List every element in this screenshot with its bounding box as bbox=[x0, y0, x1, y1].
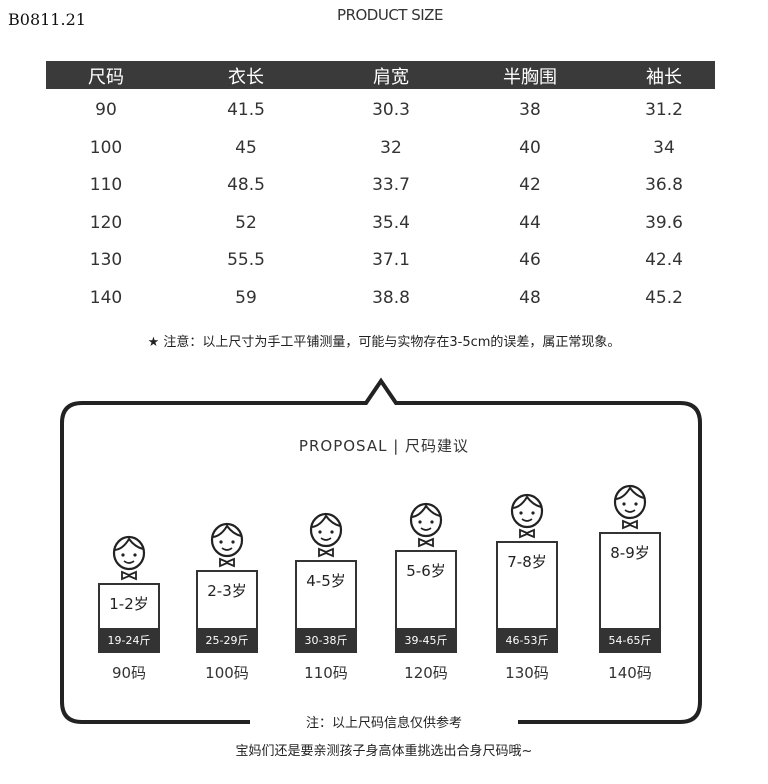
table-cell: 44 bbox=[519, 212, 541, 233]
table-cell: 37.1 bbox=[372, 250, 410, 270]
weight-range: 25-29斤 bbox=[196, 628, 258, 653]
product-code: B0811.21 bbox=[8, 10, 86, 29]
proposal-card: 5-6岁 39-45斤 bbox=[395, 550, 457, 653]
child-avatar-icon bbox=[510, 493, 544, 539]
header-shoulder: 肩宽 bbox=[373, 67, 409, 88]
weight-range: 54-65斤 bbox=[599, 628, 661, 653]
table-cell: 48 bbox=[519, 287, 541, 308]
age-range: 2-3岁 bbox=[207, 582, 247, 600]
table-cell: 130 bbox=[89, 250, 123, 270]
size-label: 140码 bbox=[608, 664, 652, 682]
table-cell: 45.2 bbox=[645, 287, 683, 308]
child-avatar-icon bbox=[613, 484, 647, 530]
table-cell: 140 bbox=[89, 287, 123, 308]
size-label: 100码 bbox=[205, 664, 249, 682]
table-cell: 32 bbox=[380, 137, 402, 158]
table-cell: 36.8 bbox=[645, 175, 683, 195]
proposal-card: 7-8岁 46-53斤 bbox=[496, 541, 558, 653]
table-cell: 38.8 bbox=[372, 287, 410, 308]
table-cell: 48.5 bbox=[227, 175, 265, 195]
table-cell: 120 bbox=[89, 212, 123, 233]
age-range: 5-6岁 bbox=[406, 562, 446, 580]
weight-range: 19-24斤 bbox=[98, 628, 160, 653]
proposal-card: 4-5岁 30-38斤 bbox=[295, 560, 357, 653]
table-header: 尺码 衣长 肩宽 半胸围 袖长 bbox=[46, 61, 715, 89]
footer-tip: 宝妈们还是要亲测孩子身高体重挑选出合身尺码哦~ bbox=[235, 744, 533, 759]
proposal-card: 8-9岁 54-65斤 bbox=[599, 532, 661, 653]
table-cell: 90 bbox=[95, 100, 117, 120]
table-cell: 30.3 bbox=[372, 100, 410, 120]
proposal-card: 2-3岁 25-29斤 bbox=[196, 570, 258, 653]
table-cell: 34 bbox=[653, 137, 675, 158]
table-cell: 59 bbox=[235, 287, 257, 308]
age-range: 8-9岁 bbox=[610, 544, 650, 562]
page-title: PRODUCT SIZE bbox=[337, 6, 443, 24]
table-cell: 35.4 bbox=[372, 212, 410, 233]
age-range: 7-8岁 bbox=[507, 553, 547, 571]
table-cell: 42.4 bbox=[645, 250, 683, 270]
weight-range: 46-53斤 bbox=[496, 628, 558, 653]
weight-range: 39-45斤 bbox=[395, 628, 457, 653]
measurement-note: ★ 注意：以上尺寸为手工平铺测量，可能与实物存在3-5cm的误差，属正常现象。 bbox=[147, 335, 621, 350]
table-cell: 52 bbox=[235, 212, 257, 233]
table-cell: 40 bbox=[519, 137, 541, 158]
table-cell: 33.7 bbox=[372, 175, 410, 195]
table-cell: 100 bbox=[89, 137, 123, 158]
footer-note: 注：以上尺码信息仅供参考 bbox=[305, 716, 462, 731]
table-cell: 41.5 bbox=[227, 100, 265, 120]
size-label: 110码 bbox=[304, 664, 348, 682]
proposal-title: PROPOSAL | 尺码建议 bbox=[298, 437, 470, 455]
header-sleeve: 袖长 bbox=[646, 67, 682, 88]
child-avatar-icon bbox=[210, 522, 244, 568]
table-cell: 110 bbox=[89, 175, 123, 195]
table-cell: 55.5 bbox=[227, 250, 265, 270]
star-icon: ★ bbox=[147, 335, 164, 350]
weight-range: 30-38斤 bbox=[295, 628, 357, 653]
header-length: 衣长 bbox=[228, 67, 264, 88]
child-avatar-icon bbox=[309, 512, 343, 558]
age-range: 1-2岁 bbox=[109, 595, 149, 613]
proposal-card: 1-2岁 19-24斤 bbox=[98, 583, 160, 653]
child-avatar-icon bbox=[112, 535, 146, 581]
age-range: 4-5岁 bbox=[306, 572, 346, 590]
child-avatar-icon bbox=[409, 502, 443, 548]
table-cell: 46 bbox=[519, 250, 541, 270]
table-cell: 31.2 bbox=[645, 100, 683, 120]
header-chest: 半胸围 bbox=[503, 67, 557, 88]
table-cell: 42 bbox=[519, 175, 541, 195]
size-label: 120码 bbox=[404, 664, 448, 682]
table-cell: 45 bbox=[235, 137, 257, 158]
table-cell: 38 bbox=[519, 100, 541, 120]
table-cell: 39.6 bbox=[645, 212, 683, 233]
header-size: 尺码 bbox=[88, 67, 124, 88]
size-label: 130码 bbox=[505, 664, 549, 682]
size-label: 90码 bbox=[111, 664, 147, 682]
